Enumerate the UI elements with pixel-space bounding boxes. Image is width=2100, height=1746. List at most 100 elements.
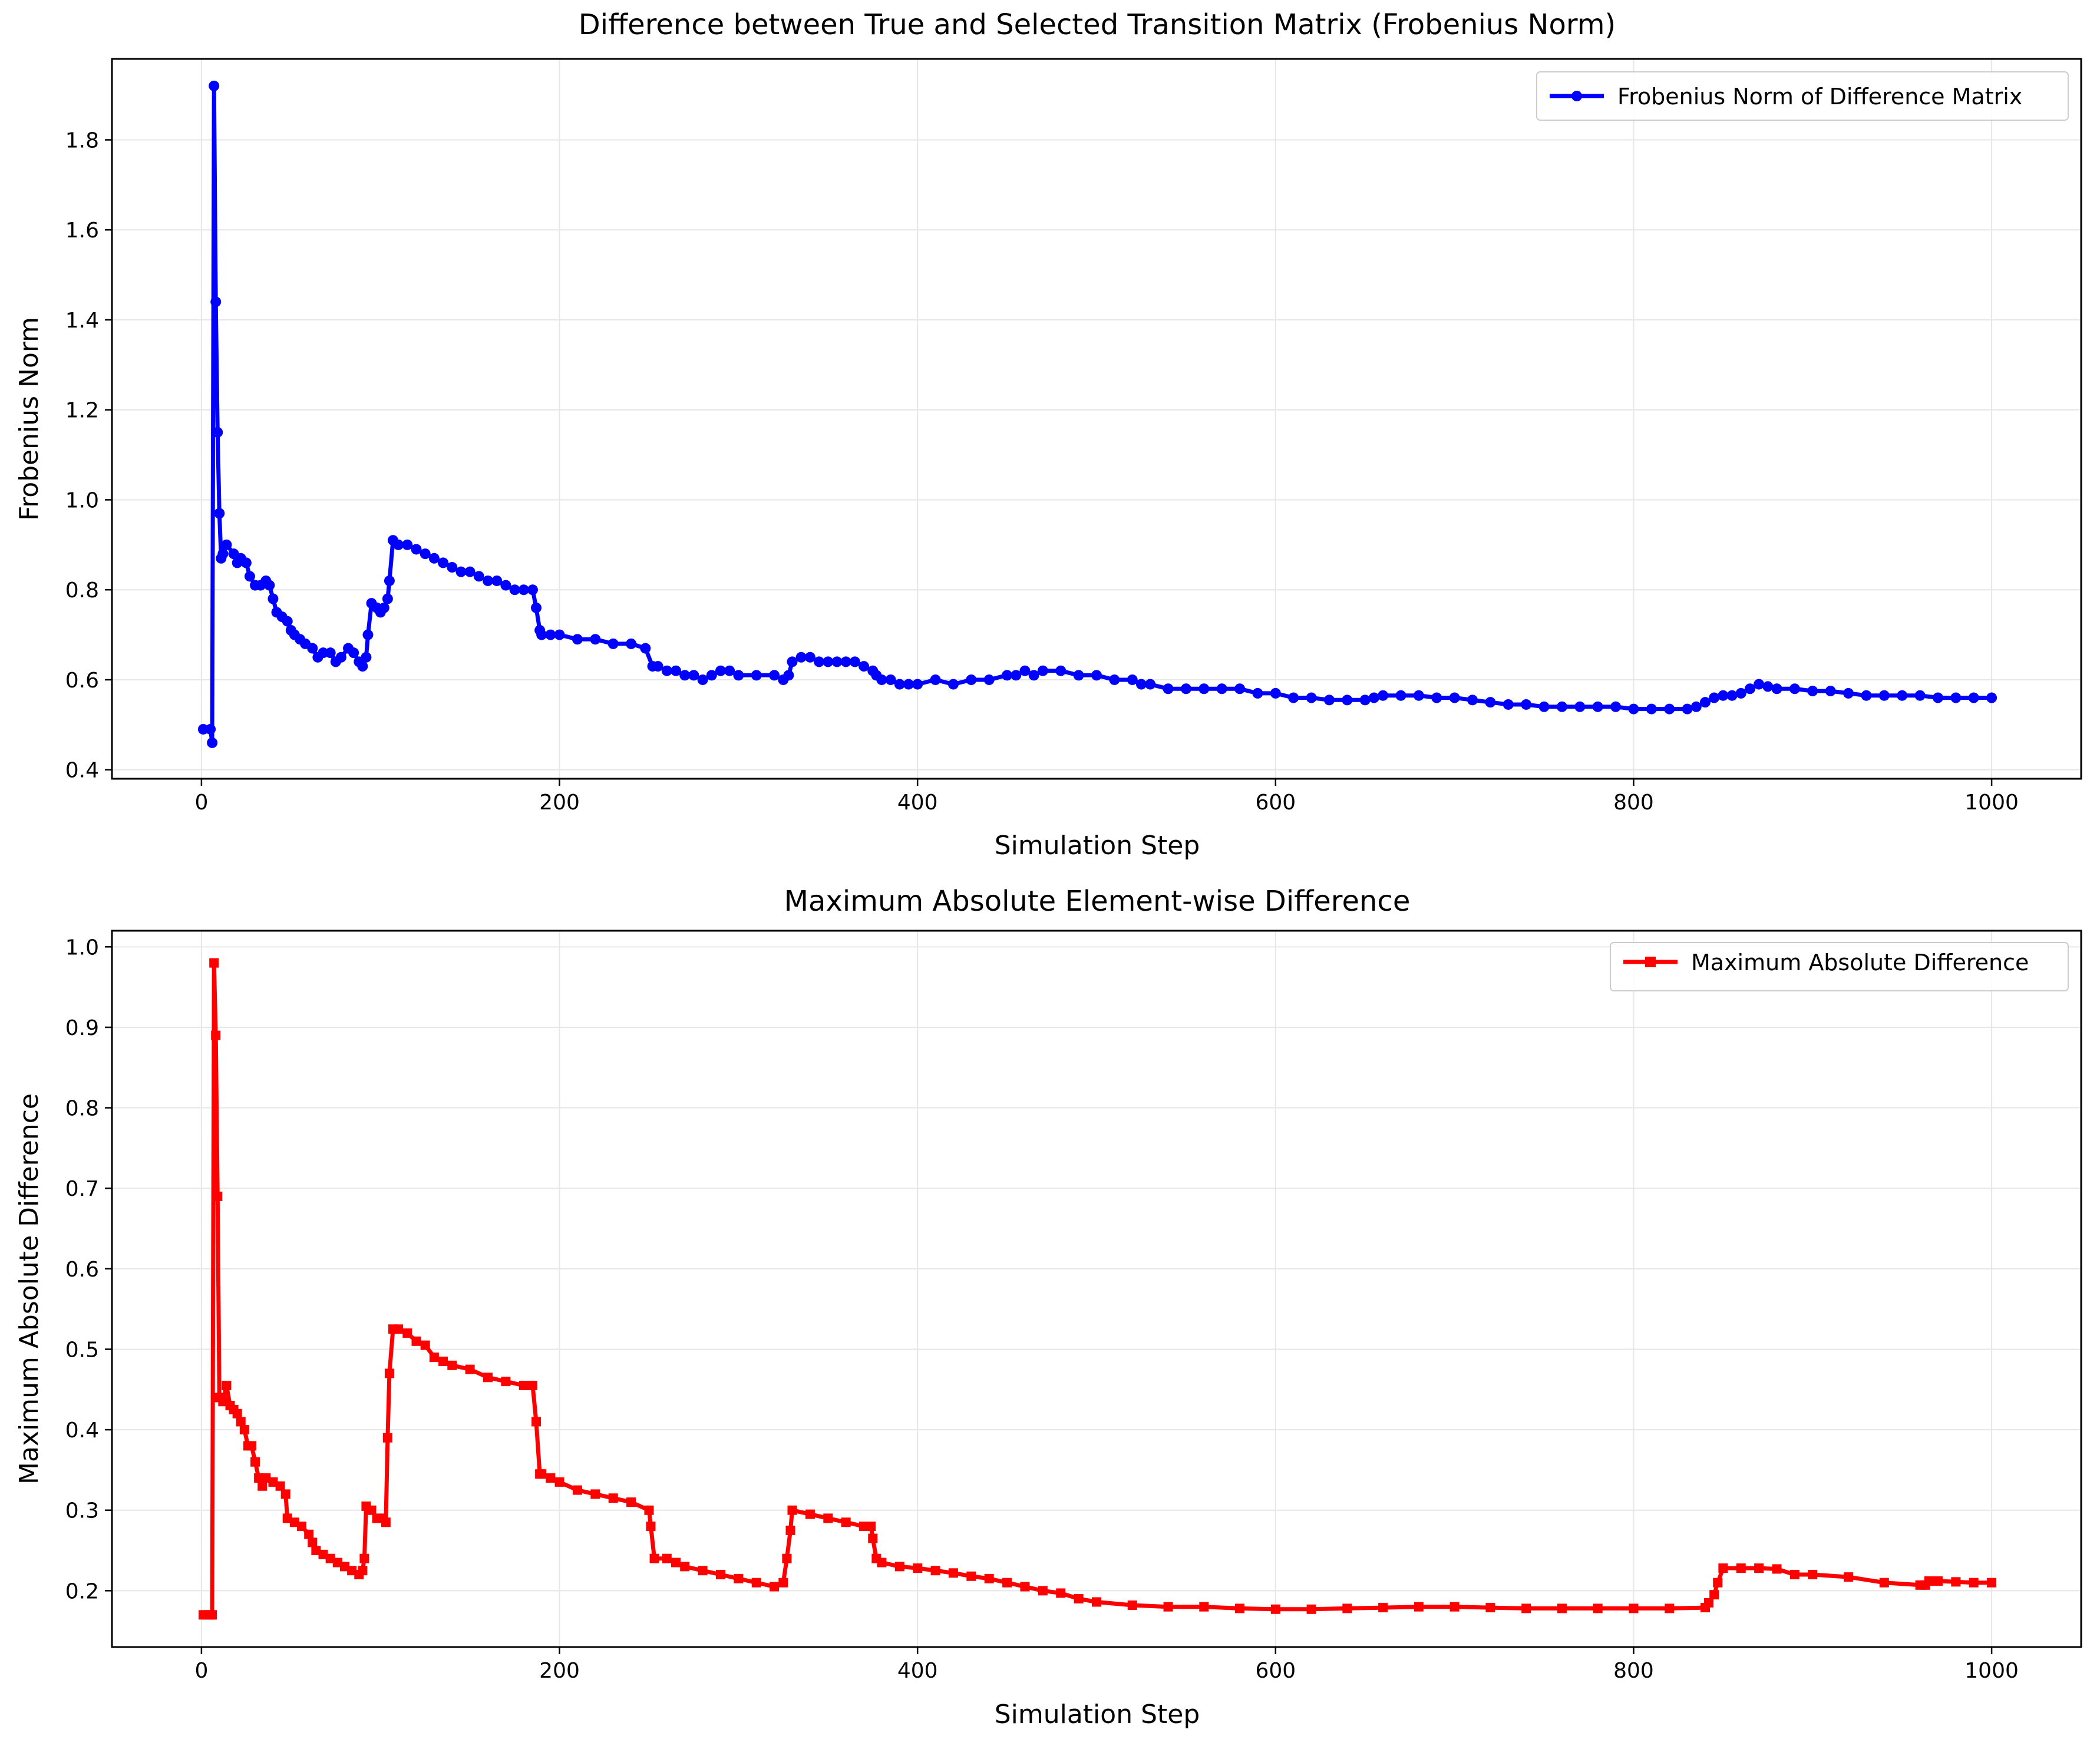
plot-area-frame [111,58,2082,780]
data-point [1593,1603,1603,1613]
data-point [311,1546,321,1556]
data-point [1378,1603,1388,1613]
data-point [697,674,708,685]
data-point [246,1441,256,1451]
y-tick-label: 0.9 [65,1016,99,1040]
data-point [1037,665,1048,676]
data-point [537,1469,547,1479]
data-point [464,566,476,577]
data-point [646,1522,656,1532]
data-point [783,670,794,681]
data-point [473,571,484,582]
data-point [983,674,995,685]
y-axis-ticks: 0.4 0.6 0.8 1.0 1.2 1.4 1.6 1.8 [65,128,112,783]
data-point [347,1566,357,1576]
data-point [264,580,275,591]
data-point [325,647,336,659]
data-point [1011,670,1022,681]
data-point [778,1578,788,1588]
data-point [447,562,458,573]
x-axis-label: Simulation Step [995,1699,1200,1730]
data-point [207,737,218,748]
data-point [519,1380,529,1390]
data-point [1762,681,1774,692]
data-point [250,1457,260,1467]
data-point [205,723,216,735]
data-point [1449,1602,1460,1612]
x-tick-label: 0 [194,791,208,815]
data-point [518,584,529,596]
data-point [209,80,220,91]
data-point [491,575,503,586]
data-point [268,1477,278,1487]
data-point [706,670,717,681]
data-point [1772,1564,1782,1574]
data-point [1879,1578,1889,1588]
data-point [894,679,905,690]
data-point [500,580,511,591]
data-point [1413,690,1424,701]
data-point [207,1610,217,1620]
legend-box [1610,942,2069,991]
data-point [680,1562,690,1572]
data-point [823,1513,833,1523]
data-point [1610,701,1622,712]
data-point [1055,665,1066,676]
data-point [1969,1578,1979,1588]
data-point [876,674,887,685]
data-point [1986,692,1997,703]
data-point [318,1549,328,1559]
y-tick-label: 0.8 [65,1097,99,1121]
data-point [1968,692,1979,703]
data-point [966,1571,976,1581]
x-tick-label: 600 [1255,791,1296,815]
data-point [877,1557,887,1568]
data-point [841,1517,851,1527]
data-point [1808,1570,1818,1580]
data-point [1665,1603,1675,1613]
data-point [868,1533,878,1543]
data-point [1342,1603,1352,1613]
x-tick-label: 800 [1613,1659,1654,1683]
data-point [545,629,556,640]
data-point [411,1336,421,1346]
x-tick-label: 1000 [1964,1659,2019,1683]
data-point [1020,1582,1030,1592]
data-point [222,1380,232,1390]
data-point [930,1566,940,1576]
y-tick-label: 1.2 [65,399,99,423]
data-point [1056,1588,1066,1598]
data-point [1038,1586,1048,1596]
data-point [1073,670,1084,681]
data-point [662,1553,672,1563]
legend: Maximum Absolute Difference [1610,942,2069,991]
data-point [1789,683,1800,695]
data-point [859,1522,869,1532]
data-point [438,1356,448,1366]
data-point [1199,1602,1209,1612]
data-point [1744,683,1755,695]
data-point [381,1517,391,1527]
data-point [411,544,422,555]
data-point [209,958,219,968]
data-point [244,571,255,582]
data-point [1216,683,1227,695]
data-point [1485,697,1496,708]
data-point [814,656,825,667]
data-point [661,665,672,676]
data-point [420,548,431,560]
y-tick-label: 1.6 [65,219,99,243]
data-point [335,652,346,663]
data-point [1574,701,1586,712]
data-point [1754,679,1765,690]
legend-marker-swatch [1571,91,1582,101]
y-tick-label: 0.8 [65,578,99,603]
data-point [671,665,682,676]
data-point [930,674,941,685]
data-point [339,1562,349,1572]
data-point [308,1537,318,1547]
data-point [546,1473,556,1483]
data-point [724,665,735,676]
data-point [1726,690,1738,701]
